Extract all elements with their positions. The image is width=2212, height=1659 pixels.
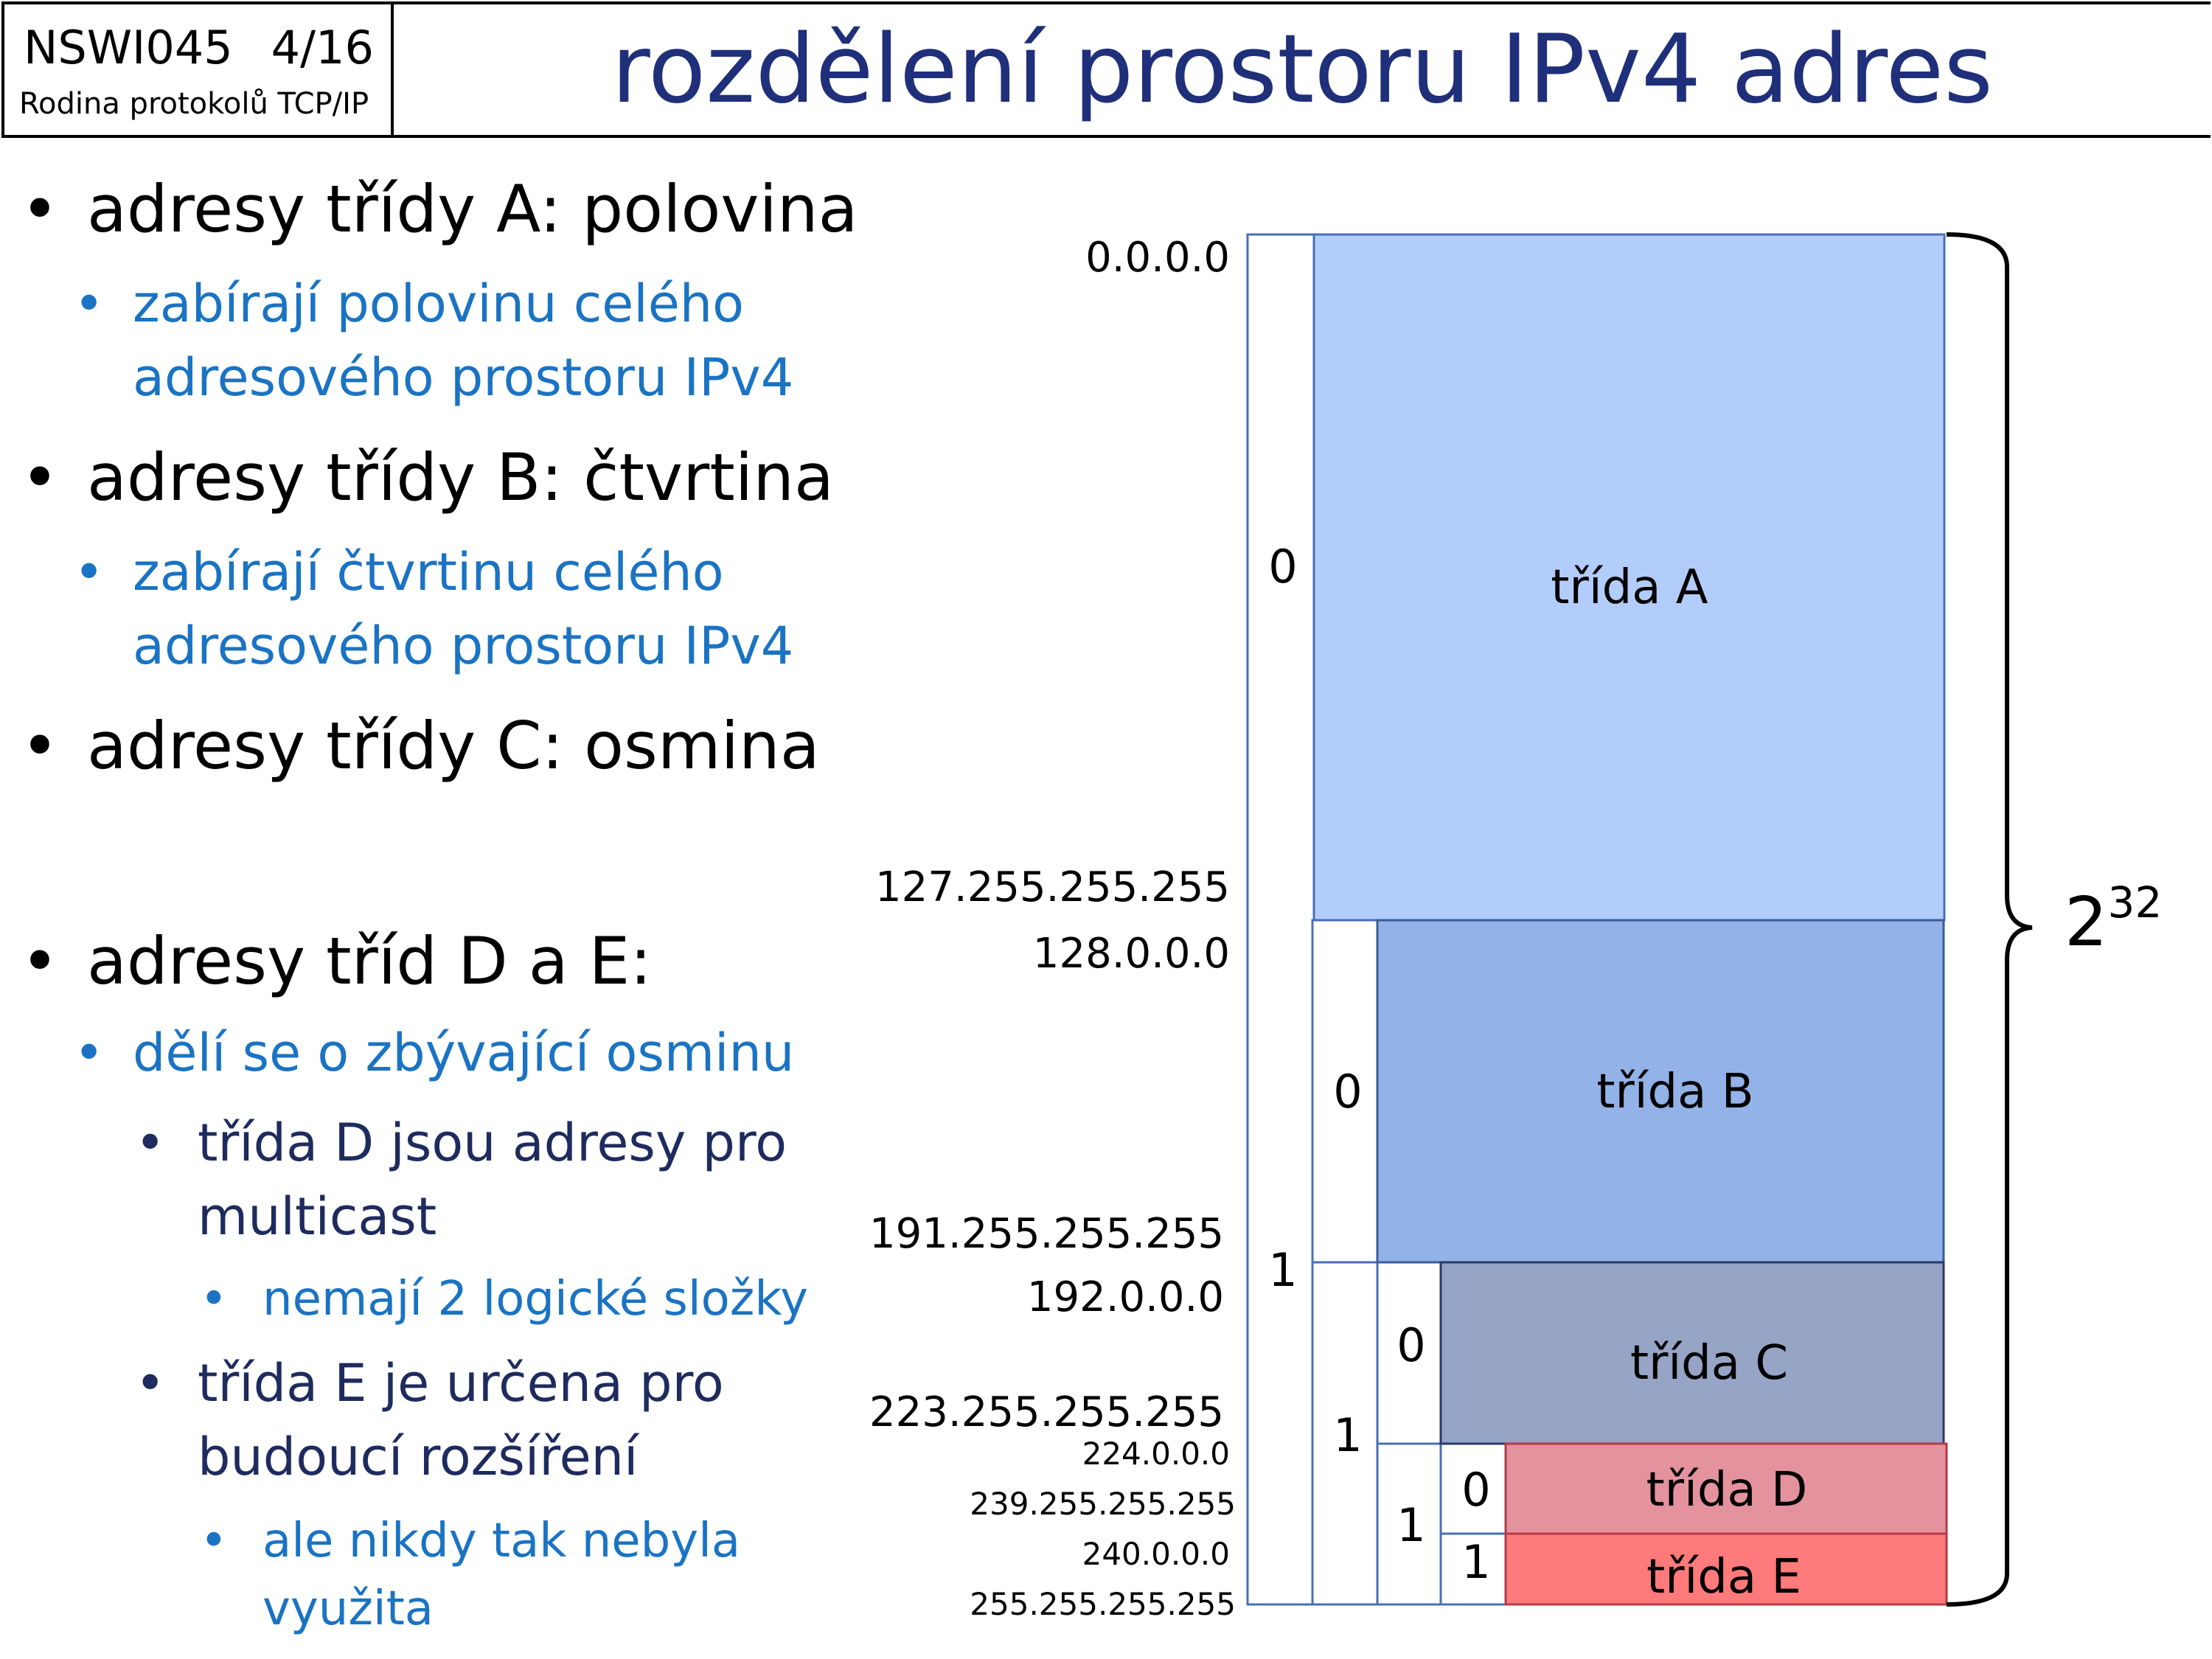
total-base: 2: [2065, 883, 2108, 961]
bit-column-4: [1439, 1442, 1507, 1606]
bit-column-3: [1376, 1261, 1442, 1606]
bullet-text: zabírají čtvrtinu celého: [133, 542, 724, 602]
addr-e-end: 255.255.255.255: [970, 1586, 1236, 1622]
bit-one: 1: [1397, 1498, 1425, 1552]
course-code-line: NSWI045 4/16: [24, 21, 374, 74]
slide-title: rozdělení prostoru IPv4 adres: [611, 15, 1993, 125]
bit-a: 0: [1268, 540, 1297, 594]
bullet-dot: •: [21, 923, 59, 999]
bullet-text: zabírají polovinu celého: [133, 274, 744, 334]
bit-column-1: [1246, 233, 1315, 1606]
class-a-label: třída A: [1551, 560, 1708, 615]
bullet-class-de-sub: • dělí se o zbývající osminu: [74, 1016, 795, 1090]
page-number: 4/16: [271, 21, 374, 74]
bullet-class-b-sub: • zabírají čtvrtinu celého adresového pros…: [74, 535, 794, 683]
slide-header: NSWI045 4/16 Rodina protokolů TCP/IP rozd…: [1, 1, 2211, 138]
bullet-text: adresy třídy C: osmina: [87, 708, 820, 784]
bit-one: 1: [1333, 1408, 1362, 1462]
bit-one: 1: [1268, 1243, 1297, 1297]
bullet-class-e: • třída E je určena pro budoucí rozšíření: [135, 1346, 724, 1494]
bullet-text: dělí se o zbývající osminu: [133, 1023, 795, 1083]
class-a-block: [1312, 233, 1946, 922]
addr-c-end: 223.255.255.255: [869, 1388, 1224, 1436]
class-b-label: třída B: [1596, 1065, 1753, 1119]
addr-b-start: 128.0.0.0: [1033, 930, 1230, 978]
class-e-block: [1504, 1532, 1948, 1606]
bullet-text: budoucí rozšíření: [198, 1427, 639, 1487]
bit-c: 0: [1397, 1318, 1425, 1372]
bullet-text: ale nikdy tak nebyla: [262, 1514, 741, 1568]
bullet-text: třída E je určena pro: [198, 1353, 724, 1413]
bullet-dot: •: [135, 1113, 166, 1173]
bullet-dot: •: [74, 1023, 105, 1083]
bit-d: 0: [1461, 1463, 1490, 1517]
course-badge: NSWI045 4/16 Rodina protokolů TCP/IP: [1, 4, 394, 135]
bullet-dot: •: [200, 1514, 228, 1568]
bullet-text: adresy tříd D a E:: [87, 923, 652, 999]
bit-e: 1: [1461, 1535, 1490, 1589]
total-exponent: 32: [2108, 877, 2163, 928]
class-b-block: [1376, 919, 1945, 1264]
bullet-class-e-note: • ale nikdy tak nebyla využita: [200, 1507, 741, 1643]
addr-e-start: 240.0.0.0: [1082, 1536, 1230, 1572]
bullet-dot: •: [200, 1272, 228, 1326]
bullet-class-a-sub: • zabírají polovinu celého adresového pros…: [74, 267, 794, 414]
bullet-text: adresy třídy A: polovina: [87, 171, 858, 247]
bullet-dot: •: [74, 542, 105, 602]
class-c-block: [1439, 1261, 1945, 1445]
total-size-label: 232: [2065, 877, 2162, 961]
addr-a-start: 0.0.0.0: [1085, 234, 1230, 282]
bullet-text: adresy třídy B: čtvrtina: [87, 439, 834, 515]
bullet-dot: •: [21, 708, 59, 784]
bullet-class-d-note: • nemají 2 logické složky: [200, 1265, 809, 1333]
course-name: Rodina protokolů TCP/IP: [19, 87, 369, 121]
bullet-text: nemají 2 logické složky: [262, 1272, 809, 1326]
class-d-label: třída D: [1646, 1463, 1808, 1517]
bit-b: 0: [1333, 1065, 1362, 1119]
class-c-label: třída C: [1630, 1336, 1788, 1391]
bullet-class-b: • adresy třídy B: čtvrtina: [21, 439, 834, 515]
bullet-text: využita: [262, 1582, 434, 1636]
addr-d-start: 224.0.0.0: [1082, 1436, 1230, 1472]
addr-d-end: 239.255.255.255: [970, 1486, 1236, 1522]
bullet-text: multicast: [198, 1186, 437, 1247]
total-brace: [1946, 232, 2033, 1607]
bullet-class-c: • adresy třídy C: osmina: [21, 708, 820, 784]
addr-a-end: 127.255.255.255: [875, 863, 1230, 911]
bullet-text: adresového prostoru IPv4: [133, 347, 794, 408]
bullet-dot: •: [21, 171, 59, 247]
bullet-class-d: • třída D jsou adresy pro multicast: [135, 1106, 787, 1253]
addr-c-start: 192.0.0.0: [1027, 1273, 1224, 1321]
course-code: NSWI045: [24, 21, 233, 74]
bullet-class-de: • adresy tříd D a E:: [21, 923, 652, 999]
bullet-text: adresového prostoru IPv4: [133, 616, 794, 676]
bullet-dot: •: [21, 439, 59, 515]
bullet-class-a: • adresy třídy A: polovina: [21, 171, 858, 247]
bullet-text: třída D jsou adresy pro: [198, 1113, 787, 1173]
bullet-dot: •: [74, 274, 105, 334]
bullet-dot: •: [135, 1353, 166, 1413]
addr-b-end: 191.255.255.255: [869, 1210, 1224, 1258]
class-e-label: třída E: [1646, 1550, 1801, 1604]
